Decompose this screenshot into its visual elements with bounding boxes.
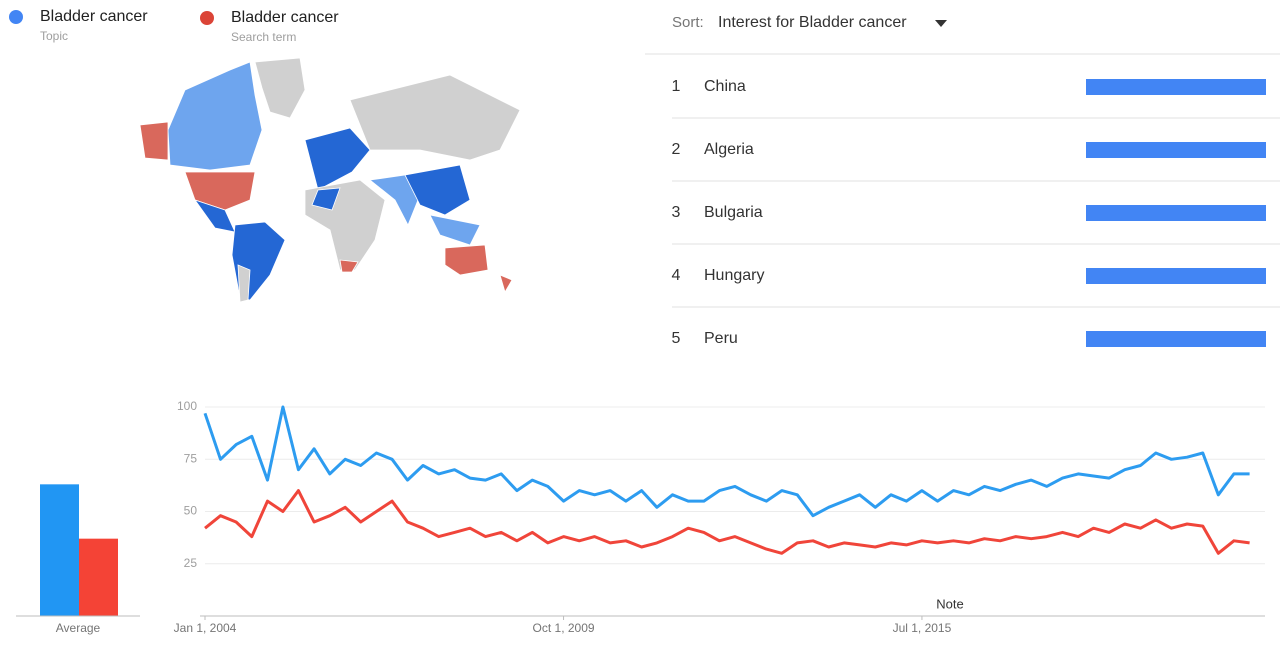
- rank: 1: [672, 78, 681, 95]
- region-name: Algeria: [704, 141, 754, 158]
- rank-bar: [1086, 142, 1266, 158]
- region-name: China: [704, 78, 746, 95]
- rank: 3: [672, 204, 681, 221]
- rank: 4: [672, 267, 681, 284]
- rank: 2: [672, 141, 681, 158]
- x-tick-label: Jan 1, 2004: [174, 621, 237, 635]
- y-tick-label: 25: [184, 556, 198, 570]
- region-name: Hungary: [704, 267, 764, 284]
- bar-label: Average: [56, 621, 101, 635]
- rank-bar: [1086, 331, 1266, 347]
- rank-bar: [1086, 205, 1266, 221]
- y-tick-label: 75: [184, 451, 198, 465]
- rank-bar: [1086, 79, 1266, 95]
- rank-bar: [1086, 268, 1266, 284]
- y-tick-label: 50: [184, 504, 198, 518]
- rank: 5: [672, 330, 681, 347]
- x-tick-label: Oct 1, 2009: [533, 621, 595, 635]
- legend-kind: Topic: [40, 29, 68, 43]
- series-line: [203, 405, 1250, 518]
- x-tick-label: Jul 1, 2015: [893, 621, 952, 635]
- sort-label: Sort:: [672, 14, 704, 31]
- region-name: Bulgaria: [704, 204, 763, 221]
- legend-dot: [9, 10, 23, 24]
- annotation: Note: [936, 596, 963, 611]
- region-name: Peru: [704, 330, 738, 347]
- sort-dropdown[interactable]: [935, 20, 947, 27]
- sort-value[interactable]: Interest for Bladder cancer: [718, 14, 907, 31]
- average-bar: [40, 484, 79, 616]
- world-map: [139, 57, 521, 303]
- legend-kind: Search term: [231, 30, 296, 44]
- series-line: [204, 489, 1250, 555]
- y-tick-label: 100: [177, 399, 197, 413]
- legend-dot: [200, 11, 214, 25]
- average-bar: [79, 538, 118, 616]
- legend-name: Bladder cancer: [40, 8, 148, 25]
- legend-name: Bladder cancer: [231, 9, 339, 26]
